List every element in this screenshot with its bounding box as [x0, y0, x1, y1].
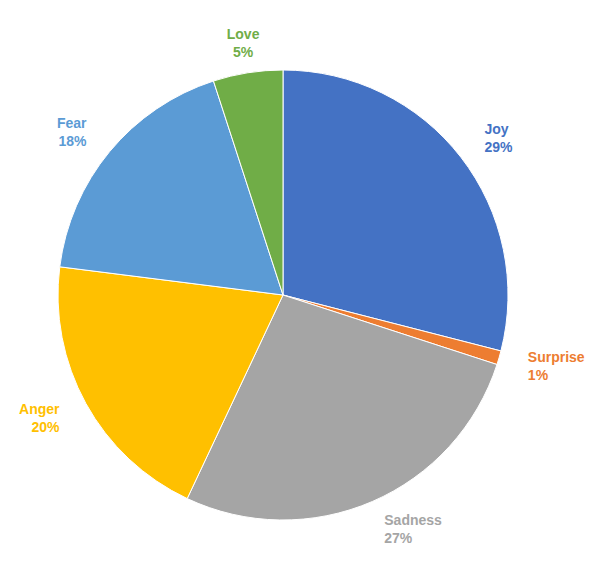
svg-text:Love5%: Love5%: [227, 26, 260, 60]
svg-text:Joy29%: Joy29%: [484, 121, 513, 155]
svg-text:Sadness27%: Sadness27%: [384, 512, 442, 546]
svg-text:Fear18%: Fear18%: [57, 115, 87, 149]
svg-text:Anger20%: Anger20%: [19, 401, 60, 435]
svg-text:Surprise1%: Surprise1%: [528, 349, 585, 383]
